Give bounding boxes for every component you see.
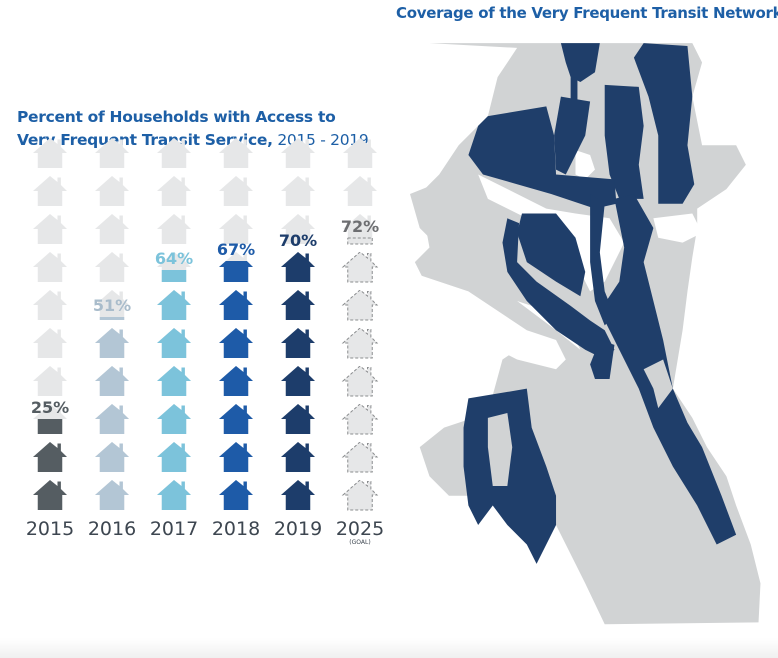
filled-house-icon [95,480,129,510]
goal-house-icon [341,442,379,473]
filled-house-icon [95,442,129,472]
percent-label: 67% [217,240,255,259]
percent-label: 25% [31,398,69,417]
transit-coverage-map [410,43,761,625]
house-icon [33,252,67,282]
filled-house-icon [33,419,67,434]
percent-label: 64% [155,249,193,268]
goal-house-icon [341,328,379,359]
filled-house-icon [219,442,253,472]
goal-house-icon [341,252,379,283]
filled-house-icon [219,261,253,282]
filled-house-icon [157,442,191,472]
house-icon [33,214,67,244]
year-label: 2025 [336,518,384,540]
filled-house-icon [219,404,253,434]
year-label: 2015 [26,518,74,540]
house-icon [33,328,67,358]
house-icon [157,176,191,206]
house-icon [95,252,129,282]
filled-house-icon [33,442,67,472]
house-icon [33,138,67,168]
house-icon [343,138,377,168]
house-icon [219,176,253,206]
pictogram-column-2018: 67% 2018 [212,138,260,540]
house-icon [343,214,377,244]
filled-house-icon [281,480,315,510]
goal-house-icon [341,290,379,321]
filled-house-icon [157,366,191,396]
house-icon [219,138,253,168]
filled-house-icon [219,480,253,510]
pictogram-column-2019: 70% 2019 [274,138,322,540]
filled-house-icon [99,317,125,320]
chart-title-line1: Percent of Households with Access to [17,108,336,126]
household-pictogram-chart: 25% 2015 51% 2016 64% 2017 67% 2018 70% 2019 72% 20… [26,138,384,546]
filled-house-icon [95,328,129,358]
house-icon [95,214,129,244]
filled-house-icon [157,328,191,358]
filled-house-icon [281,290,315,320]
percent-label: 51% [93,296,131,315]
year-label: 2019 [274,518,322,540]
house-icon [281,214,315,244]
filled-house-icon [95,404,129,434]
house-icon [95,176,129,206]
filled-house-icon [157,480,191,510]
house-icon [95,290,129,320]
house-icon [157,138,191,168]
goal-house-icon [347,238,373,245]
filled-house-icon [157,290,191,320]
year-label: 2018 [212,518,260,540]
goal-note: (GOAL) [349,539,370,546]
map-title: Coverage of the Very Frequent Transit Ne… [396,4,778,22]
filled-house-icon [95,366,129,396]
goal-house-icon [341,366,379,397]
year-label: 2016 [88,518,136,540]
house-icon [33,176,67,206]
filled-house-icon [157,404,191,434]
filled-house-icon [281,404,315,434]
house-icon [33,366,67,396]
filled-house-icon [281,442,315,472]
house-icon [33,290,67,320]
chart-title-bold: Very Frequent Transit Service, [17,131,273,149]
pictogram-column-2025: 72% 2025(GOAL) [336,138,384,546]
pictogram-column-2015: 25% 2015 [26,138,74,540]
filled-house-icon [219,328,253,358]
filled-house-icon [219,366,253,396]
house-icon [157,214,191,244]
filled-house-icon [33,480,67,510]
house-icon [281,138,315,168]
bottom-fade [0,638,778,658]
year-label: 2017 [150,518,198,540]
goal-house-icon [341,404,379,435]
house-icon [343,176,377,206]
filled-house-icon [281,366,315,396]
filled-house-icon [281,252,315,282]
percent-label: 70% [279,231,317,250]
goal-house-icon [341,480,379,511]
filled-house-icon [281,328,315,358]
filled-house-icon [161,270,187,282]
filled-house-icon [219,290,253,320]
coverage-area [463,43,737,564]
house-icon [95,138,129,168]
percent-label: 72% [341,217,379,236]
pictogram-column-2016: 51% 2016 [88,138,136,540]
pictogram-column-2017: 64% 2017 [150,138,198,540]
house-icon [281,176,315,206]
house-icon [219,214,253,244]
